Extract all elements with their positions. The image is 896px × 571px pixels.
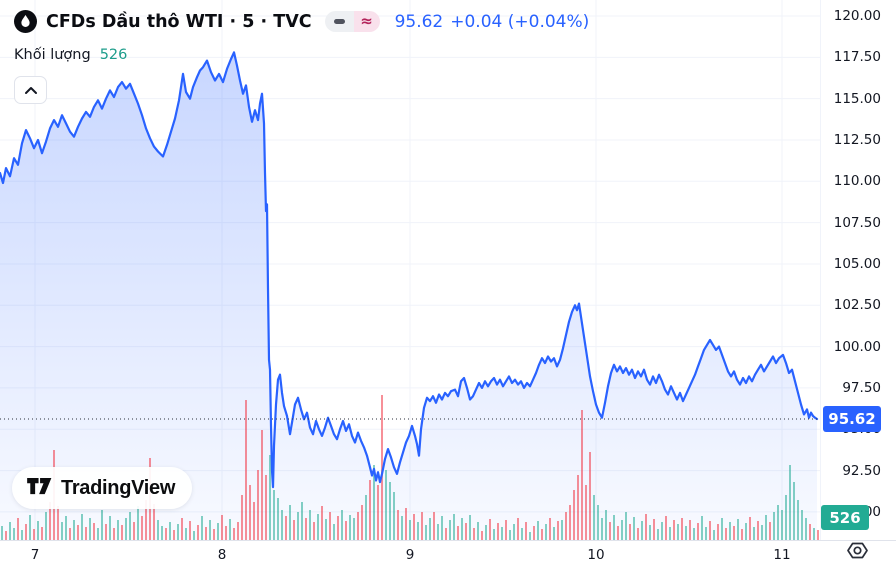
price-change: +0.04 (+0.04%) bbox=[450, 11, 590, 32]
price-tick: 112.50 bbox=[833, 131, 881, 148]
last-price-axis-label: 95.62 bbox=[823, 406, 881, 432]
volume-bars bbox=[1, 395, 819, 540]
chevron-up-icon bbox=[24, 83, 38, 98]
time-tick: 7 bbox=[30, 547, 40, 563]
price-tick: 107.50 bbox=[833, 214, 881, 231]
time-axis[interactable]: 7 8 9 10 11 bbox=[0, 540, 896, 571]
volume-legend-name: Khối lượng bbox=[14, 47, 91, 63]
time-tick: 10 bbox=[587, 547, 605, 563]
price-tick: 117.50 bbox=[833, 49, 881, 66]
dash-icon bbox=[324, 11, 354, 32]
time-tick: 9 bbox=[405, 547, 415, 563]
price-group: 95.62 +0.04 (+0.04%) bbox=[395, 12, 590, 32]
area-fill bbox=[0, 52, 817, 540]
symbol-title[interactable]: CFDs Dầu thô WTI · 5 · TVC bbox=[46, 11, 312, 32]
volume-legend-value: 526 bbox=[99, 47, 128, 63]
tradingview-watermark-link[interactable]: TradingView bbox=[12, 467, 193, 509]
oil-drop-icon[interactable] bbox=[14, 10, 37, 33]
price-tick: 120.00 bbox=[833, 8, 881, 24]
price-tick: 97.50 bbox=[842, 379, 881, 396]
volume-axis-label: 526 bbox=[821, 505, 869, 530]
time-tick: 11 bbox=[773, 547, 791, 563]
watermark-text: TradingView bbox=[61, 476, 176, 499]
price-tick: 100.00 bbox=[833, 338, 881, 355]
price-line bbox=[0, 51, 819, 489]
axis-settings-button[interactable] bbox=[843, 538, 871, 566]
hexagon-dot-icon bbox=[845, 538, 870, 566]
tradingview-logo-icon bbox=[26, 477, 53, 499]
time-tick: 8 bbox=[217, 547, 227, 563]
volume-legend: Khối lượng 526 bbox=[14, 47, 127, 63]
price-axis[interactable]: 95.62 526 120.00 117.50 115.00 112.50 110.00… bbox=[820, 0, 896, 540]
price-chart-svg[interactable] bbox=[0, 0, 820, 540]
approx-icon: ≈ bbox=[353, 11, 380, 32]
price-tick: 110.00 bbox=[833, 173, 881, 190]
price-tick: 115.00 bbox=[833, 90, 881, 107]
chart-header: CFDs Dầu thô WTI · 5 · TVC ≈ 95.62 +0.04… bbox=[14, 10, 589, 33]
market-status-pill[interactable]: ≈ bbox=[324, 11, 380, 32]
price-tick: 92.50 bbox=[842, 462, 881, 479]
price-tick: 102.50 bbox=[833, 297, 881, 314]
last-price: 95.62 bbox=[394, 11, 444, 32]
collapse-pane-button[interactable] bbox=[14, 76, 47, 104]
price-tick: 105.00 bbox=[833, 255, 881, 272]
